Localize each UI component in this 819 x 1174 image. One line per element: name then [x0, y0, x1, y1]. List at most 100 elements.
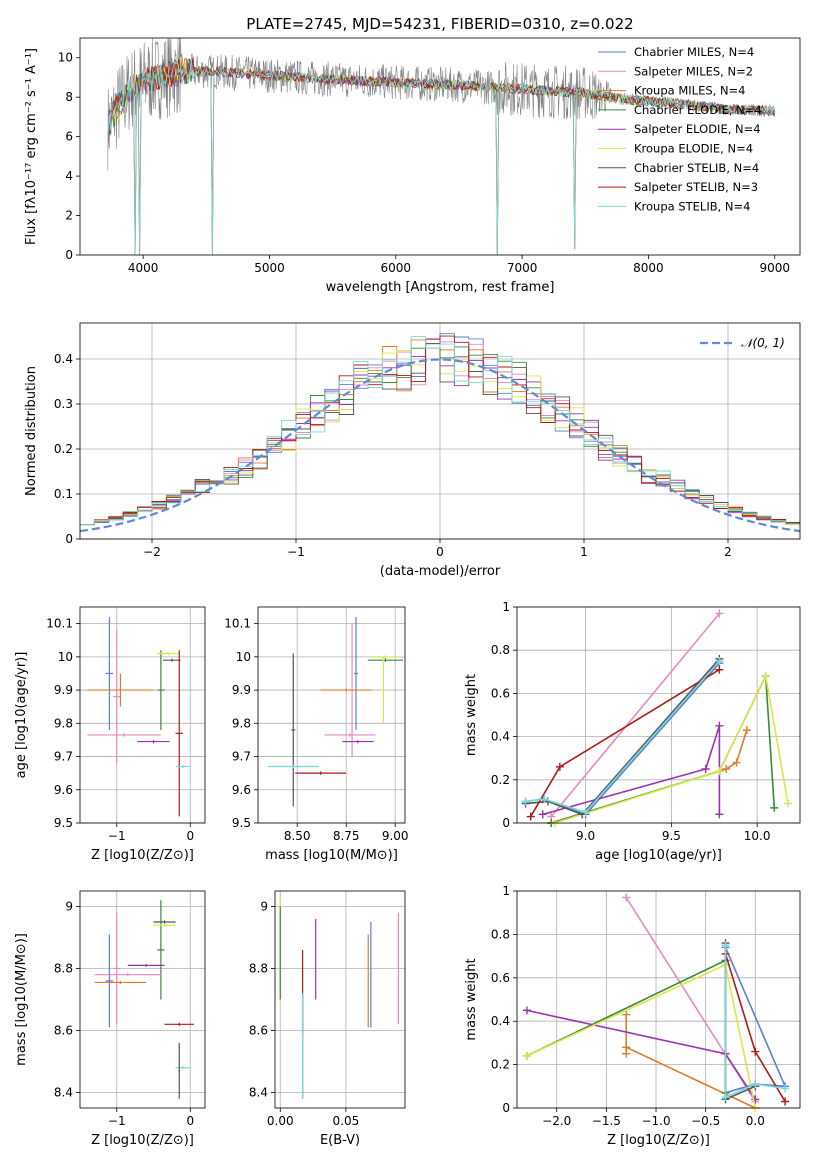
y-tick-label: 1	[502, 884, 510, 898]
x-tick-label: 2	[724, 545, 732, 559]
y-tick-label: 6	[65, 130, 73, 144]
y-tick-label: 0	[502, 1101, 510, 1115]
y-tick-label: 10	[58, 51, 73, 65]
x-tick-label: 4000	[128, 261, 159, 275]
axes-frame	[516, 890, 801, 1109]
legend-entry: Chabrier ELODIE, N=4	[634, 103, 762, 117]
x-tick-label: 8000	[633, 261, 664, 275]
weight-point-marker	[526, 812, 535, 821]
weight-point-marker	[540, 795, 549, 804]
x-tick-label: 9.5	[662, 829, 681, 843]
weight-point-marker	[555, 762, 564, 771]
weight-series-line	[542, 725, 721, 816]
y-tick-label: 9.8	[54, 716, 73, 730]
legend-entry: Salpeter ELODIE, N=4	[634, 122, 761, 136]
mass-vs-metallicity-panel: −1 0 8.4 8.6 8.8 9 Z [log10(Z/Z⊙)] mass [log10(…	[14, 890, 206, 1148]
y-tick-label: 8	[65, 90, 73, 104]
y-tick-label: 9	[260, 900, 268, 914]
weight-point-marker	[722, 765, 731, 773]
x-tick-label: 9.0	[576, 829, 595, 843]
y-tick-label: 0.6	[491, 971, 510, 985]
x-tick-label: 0.0	[746, 1114, 765, 1128]
y-tick-label: 10.1	[46, 617, 73, 631]
x-tick-label: 7000	[507, 261, 538, 275]
x-tick-label: −1.0	[641, 1114, 670, 1128]
y-tick-label: 10.1	[224, 617, 251, 631]
axes-frame	[274, 890, 406, 1109]
weight-series-line	[550, 612, 721, 818]
x-axis-label: wavelength [Angstrom, rest frame]	[326, 280, 555, 295]
weight-point-marker	[715, 767, 724, 776]
x-tick-label: 6000	[381, 261, 412, 275]
y-tick-label: 8.8	[249, 962, 268, 976]
weight-point-marker	[522, 1051, 531, 1060]
age-vs-mass-panel: 8.50 8.75 9.00 9.5 9.6 9.7 9.8 9.9 10 10.1 mass [l…	[224, 606, 409, 863]
observed-spectrum-line	[107, 37, 775, 171]
x-tick-label: 5000	[254, 261, 285, 275]
y-tick-label: 0	[502, 816, 510, 830]
legend-entry: Salpeter MILES, N=2	[634, 64, 753, 78]
weight-series-line	[551, 729, 748, 824]
legend-entry: 𝒩(0, 1)	[741, 336, 785, 350]
mass-vs-ebv-panel: 0.00 0.05 8.4 8.6 8.8 9 E(B-V)	[249, 890, 406, 1148]
weight-vs-age-panel: 9.0 9.5 10.0 0 0.2 0.4 0.6 0.8 1 age [log10(age/y…	[464, 600, 801, 863]
x-tick-label: −1.5	[592, 1114, 621, 1128]
weight-point-marker	[715, 721, 724, 730]
y-tick-label: 9.7	[232, 750, 251, 764]
weight-point-marker	[751, 1095, 760, 1104]
x-tick-label: 10.0	[744, 829, 771, 843]
spectrum-title: PLATE=2745, MJD=54231, FIBERID=0310, z=0…	[246, 15, 633, 33]
y-tick-label: 0	[65, 532, 73, 546]
y-tick-label: 9.7	[54, 750, 73, 764]
weight-point-marker	[751, 1047, 760, 1056]
weight-series-line	[724, 947, 787, 1094]
y-axis-label: Flux [fλ10⁻¹⁷ erg cm⁻² s⁻¹ A⁻¹]	[24, 48, 39, 245]
y-tick-label: 0.2	[54, 442, 73, 456]
y-tick-label: 8.4	[249, 1086, 268, 1100]
x-tick-label: 8.50	[284, 829, 311, 843]
y-tick-label: 0.8	[491, 643, 510, 657]
weight-series-line	[525, 660, 720, 814]
y-tick-label: 0.3	[54, 397, 73, 411]
y-tick-label: 1	[502, 600, 510, 614]
x-tick-label: −2	[143, 545, 161, 559]
weight-vs-metallicity-panel: −2.0 −1.5 −1.0 −0.5 0.0 0 0.2 0.4 0.6 0.8 1 Z [log1…	[464, 884, 801, 1148]
weight-series-line	[554, 673, 789, 824]
y-tick-label: 0.4	[54, 352, 73, 366]
weight-point-marker	[770, 803, 779, 812]
y-tick-label: 0.8	[491, 927, 510, 941]
x-tick-label: 0	[436, 545, 444, 559]
age-vs-metallicity-panel: −1 0 9.5 9.6 9.7 9.8 9.9 10 10.1 Z [log10(Z/Z⊙)] a…	[14, 606, 206, 863]
y-tick-label: 9.5	[232, 816, 251, 830]
x-tick-label: 1	[580, 545, 588, 559]
x-tick-label: −0.5	[691, 1114, 720, 1128]
y-tick-label: 0.2	[491, 773, 510, 787]
y-tick-label: 2	[65, 209, 73, 223]
axes-frame	[79, 606, 206, 824]
y-tick-label: 10	[58, 650, 73, 664]
weight-point-marker	[622, 1043, 631, 1052]
y-tick-label: 0.6	[491, 686, 510, 700]
y-tick-label: 8.6	[249, 1024, 268, 1038]
weight-point-marker	[581, 808, 590, 817]
weight-point-marker	[721, 1093, 730, 1102]
residuals-panel: −2 −1 0 1 2 0 0.1 0.2 0.3 0.4 (data-model)/error No…	[24, 322, 801, 579]
weight-point-marker	[538, 810, 547, 819]
y-tick-label: 0.4	[491, 1014, 510, 1028]
y-tick-label: 9	[65, 900, 73, 914]
weight-point-marker	[732, 758, 741, 767]
x-tick-label: −1	[108, 1114, 126, 1128]
weight-point-marker	[721, 941, 730, 950]
x-axis-label: E(B-V)	[320, 1133, 360, 1148]
weight-point-marker	[622, 1010, 631, 1019]
weight-point-marker	[715, 657, 724, 665]
legend-entry: Salpeter STELIB, N=3	[634, 180, 758, 194]
y-tick-label: 9.9	[232, 683, 251, 697]
weight-point-marker	[715, 665, 724, 674]
y-axis-label: mass weight	[464, 958, 479, 1040]
weight-point-marker	[783, 799, 792, 808]
x-tick-label: 0.00	[267, 1114, 294, 1128]
x-axis-label: (data-model)/error	[380, 564, 501, 579]
weight-point-marker	[522, 1006, 531, 1015]
